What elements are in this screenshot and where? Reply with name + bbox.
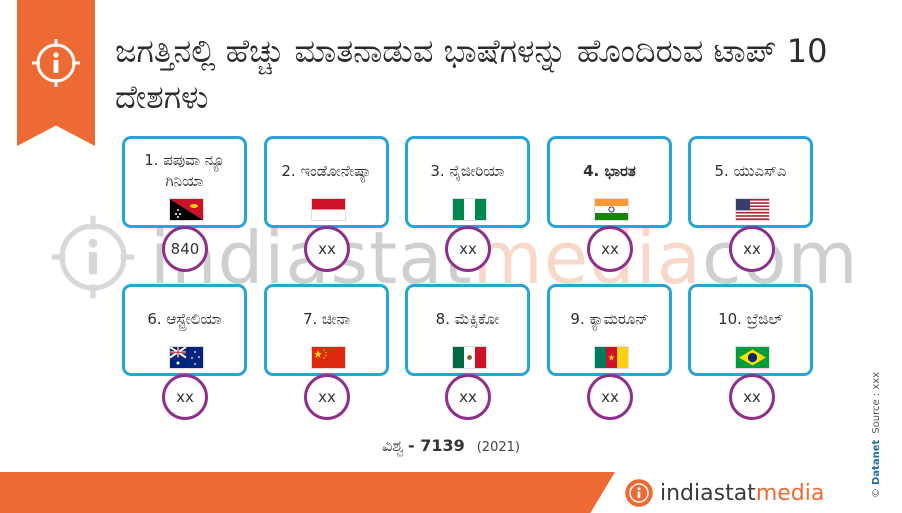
country-card-8: 8. ಮೆಕ್ಸಿಕೋ bbox=[405, 284, 530, 376]
australia-flag bbox=[170, 347, 203, 368]
country-name: 8. ಮೆಕ್ಸಿಕೋ bbox=[435, 309, 500, 328]
country-name: 10. ಬ್ರೆಜಿಲ್ bbox=[718, 309, 783, 328]
country-card-1: 1. ಪಪುವಾ ನ್ಯೂ ಗಿನಿಯಾ bbox=[122, 136, 247, 228]
value-circle-9: xx bbox=[587, 374, 633, 420]
source-text: Source : xxx bbox=[871, 371, 882, 434]
world-year: (2021) bbox=[476, 440, 520, 455]
info-icon bbox=[32, 39, 80, 87]
value-circle-6: xx bbox=[162, 374, 208, 420]
country-name: 1. ಪಪುವಾ ನ್ಯೂ ಗಿನಿಯಾ bbox=[144, 151, 225, 190]
country-card-9: 9. ಕ್ಯಾಮರೂನ್ bbox=[547, 284, 672, 376]
page-title: ಜಗತ್ತಿನಲ್ಲಿ ಹೆಚ್ಚು ಮಾತನಾಡುವ ಭಾಷೆಗಳನ್ನು ಹ… bbox=[115, 32, 828, 116]
country-name: 7. ಚೀನಾ bbox=[302, 309, 351, 328]
world-label: ವಿಶ್ವ bbox=[382, 436, 404, 455]
country-name: 2. ಇಂಡೋನೇಷ್ಯಾ bbox=[281, 161, 372, 180]
value-circle-10: xx bbox=[729, 374, 775, 420]
indonesia-flag bbox=[312, 199, 345, 220]
usa-flag bbox=[736, 199, 769, 220]
value-circle-4: xx bbox=[587, 226, 633, 272]
world-total: ವಿಶ್ವ - 7139 (2021) bbox=[0, 436, 902, 456]
value-circle-1: 840 bbox=[162, 226, 208, 272]
source-brand: Datanet bbox=[871, 439, 882, 485]
copyright-symbol: © bbox=[871, 488, 882, 498]
nigeria-flag bbox=[453, 199, 486, 220]
country-name: 3. ನೈಜೀರಿಯಾ bbox=[430, 161, 505, 180]
country-card-5: 5. ಯುಎಸ್ಎ bbox=[688, 136, 813, 228]
country-card-2: 2. ಇಂಡೋನೇಷ್ಯಾ bbox=[264, 136, 389, 228]
orange-ribbon bbox=[17, 0, 95, 146]
country-name: 6. ಆಸ್ಟ್ರೇಲಿಯಾ bbox=[147, 309, 222, 328]
value-circle-5: xx bbox=[729, 226, 775, 272]
cameroon-flag bbox=[595, 347, 628, 368]
country-card-3: 3. ನೈಜೀರಿಯಾ bbox=[405, 136, 530, 228]
brazil-flag bbox=[736, 347, 769, 368]
brand-name-part1: indiastat bbox=[660, 480, 756, 506]
value-circle-7: xx bbox=[304, 374, 350, 420]
country-name: 9. ಕ್ಯಾಮರೂನ್ bbox=[570, 309, 649, 328]
country-card-6: 6. ಆಸ್ಟ್ರೇಲಿಯಾ bbox=[122, 284, 247, 376]
papua-new-guinea-flag bbox=[170, 199, 203, 220]
brand-info-icon bbox=[625, 479, 653, 507]
india-flag bbox=[595, 199, 628, 220]
value-circle-2: xx bbox=[304, 226, 350, 272]
country-name: 5. ಯುಎಸ್ಎ bbox=[714, 161, 787, 180]
value-circle-8: xx bbox=[445, 374, 491, 420]
world-value: - 7139 bbox=[407, 436, 465, 455]
value-circle-3: xx bbox=[445, 226, 491, 272]
country-name: 4. ಭಾರತ bbox=[583, 161, 636, 180]
country-card-4: 4. ಭಾರತ bbox=[547, 136, 672, 228]
footer-band bbox=[0, 472, 615, 513]
china-flag bbox=[312, 347, 345, 368]
country-card-7: 7. ಚೀನಾ bbox=[264, 284, 389, 376]
country-card-10: 10. ಬ್ರೆಜಿಲ್ bbox=[688, 284, 813, 376]
mexico-flag bbox=[453, 347, 486, 368]
source-credit: © Datanet Source : xxx bbox=[871, 372, 882, 498]
brand-name-part2: media bbox=[755, 480, 825, 506]
brand-logo: indiastat media bbox=[624, 476, 824, 510]
